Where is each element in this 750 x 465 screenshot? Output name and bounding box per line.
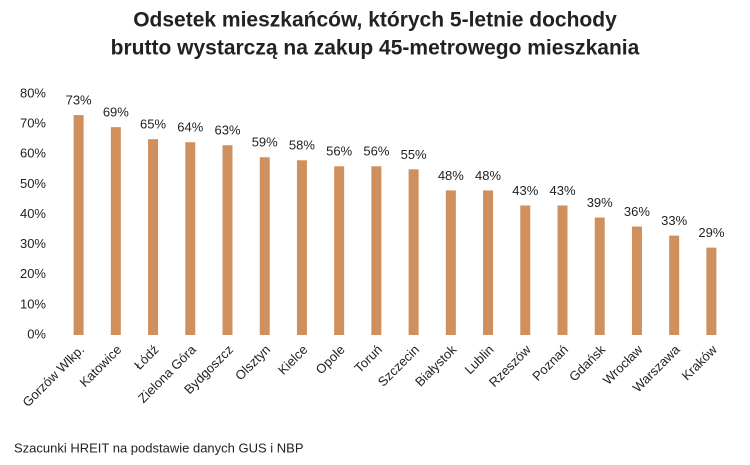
bar xyxy=(148,139,159,335)
value-label: 56% xyxy=(326,144,352,159)
value-label: 43% xyxy=(512,183,538,198)
y-tick-label: 50% xyxy=(20,176,46,191)
x-tick-label: Gorzów Wlkp. xyxy=(19,342,87,410)
bar xyxy=(483,190,494,335)
value-label: 56% xyxy=(363,144,389,159)
value-label: 33% xyxy=(661,213,687,228)
value-label: 65% xyxy=(140,117,166,132)
bar xyxy=(631,226,642,335)
bar xyxy=(669,235,680,335)
value-label: 36% xyxy=(624,204,650,219)
bar xyxy=(334,166,345,335)
bar xyxy=(73,115,84,336)
bar xyxy=(408,169,419,335)
value-label: 69% xyxy=(103,105,129,120)
chart-title: brutto wystarczą na zakup 45-metrowego m… xyxy=(111,37,640,60)
x-tick-label: Olsztyn xyxy=(232,342,273,383)
y-tick-label: 80% xyxy=(20,85,46,100)
value-label: 43% xyxy=(549,183,575,198)
x-tick-label: Lublin xyxy=(461,342,496,377)
chart-title: Odsetek mieszkańców, których 5-letnie do… xyxy=(133,9,617,32)
bar xyxy=(594,217,605,335)
value-label: 48% xyxy=(475,168,501,183)
value-label: 29% xyxy=(698,225,724,240)
value-label: 58% xyxy=(289,138,315,153)
bar xyxy=(706,247,717,335)
bar xyxy=(296,160,307,335)
x-tick-label: Kielce xyxy=(275,342,311,378)
bar xyxy=(445,190,456,335)
bar xyxy=(520,205,531,335)
bar xyxy=(259,157,270,335)
value-label: 55% xyxy=(401,147,427,162)
y-tick-label: 30% xyxy=(20,236,46,251)
bar xyxy=(222,145,233,335)
y-tick-label: 20% xyxy=(20,266,46,281)
value-label: 59% xyxy=(252,135,278,150)
value-label: 63% xyxy=(214,123,240,138)
y-tick-label: 70% xyxy=(20,116,46,131)
value-label: 39% xyxy=(587,195,613,210)
x-tick-label: Łódź xyxy=(131,342,162,373)
bar xyxy=(557,205,568,335)
y-tick-label: 40% xyxy=(20,206,46,221)
x-tick-label: Kraków xyxy=(679,342,721,384)
bar xyxy=(110,127,121,335)
y-tick-label: 60% xyxy=(20,146,46,161)
value-label: 48% xyxy=(438,168,464,183)
y-tick-label: 10% xyxy=(20,296,46,311)
x-tick-label: Rzeszów xyxy=(486,342,534,390)
x-tick-label: Opole xyxy=(313,342,348,377)
x-tick-label: Toruń xyxy=(351,342,385,376)
bar xyxy=(371,166,382,335)
value-label: 73% xyxy=(66,93,92,108)
source-note: Szacunki HREIT na podstawie danych GUS i… xyxy=(14,440,304,455)
x-tick-label: Poznań xyxy=(529,342,571,384)
y-tick-label: 0% xyxy=(27,326,46,341)
x-tick-label: Białystok xyxy=(412,342,460,390)
value-label: 64% xyxy=(177,120,203,135)
bar xyxy=(185,142,196,335)
